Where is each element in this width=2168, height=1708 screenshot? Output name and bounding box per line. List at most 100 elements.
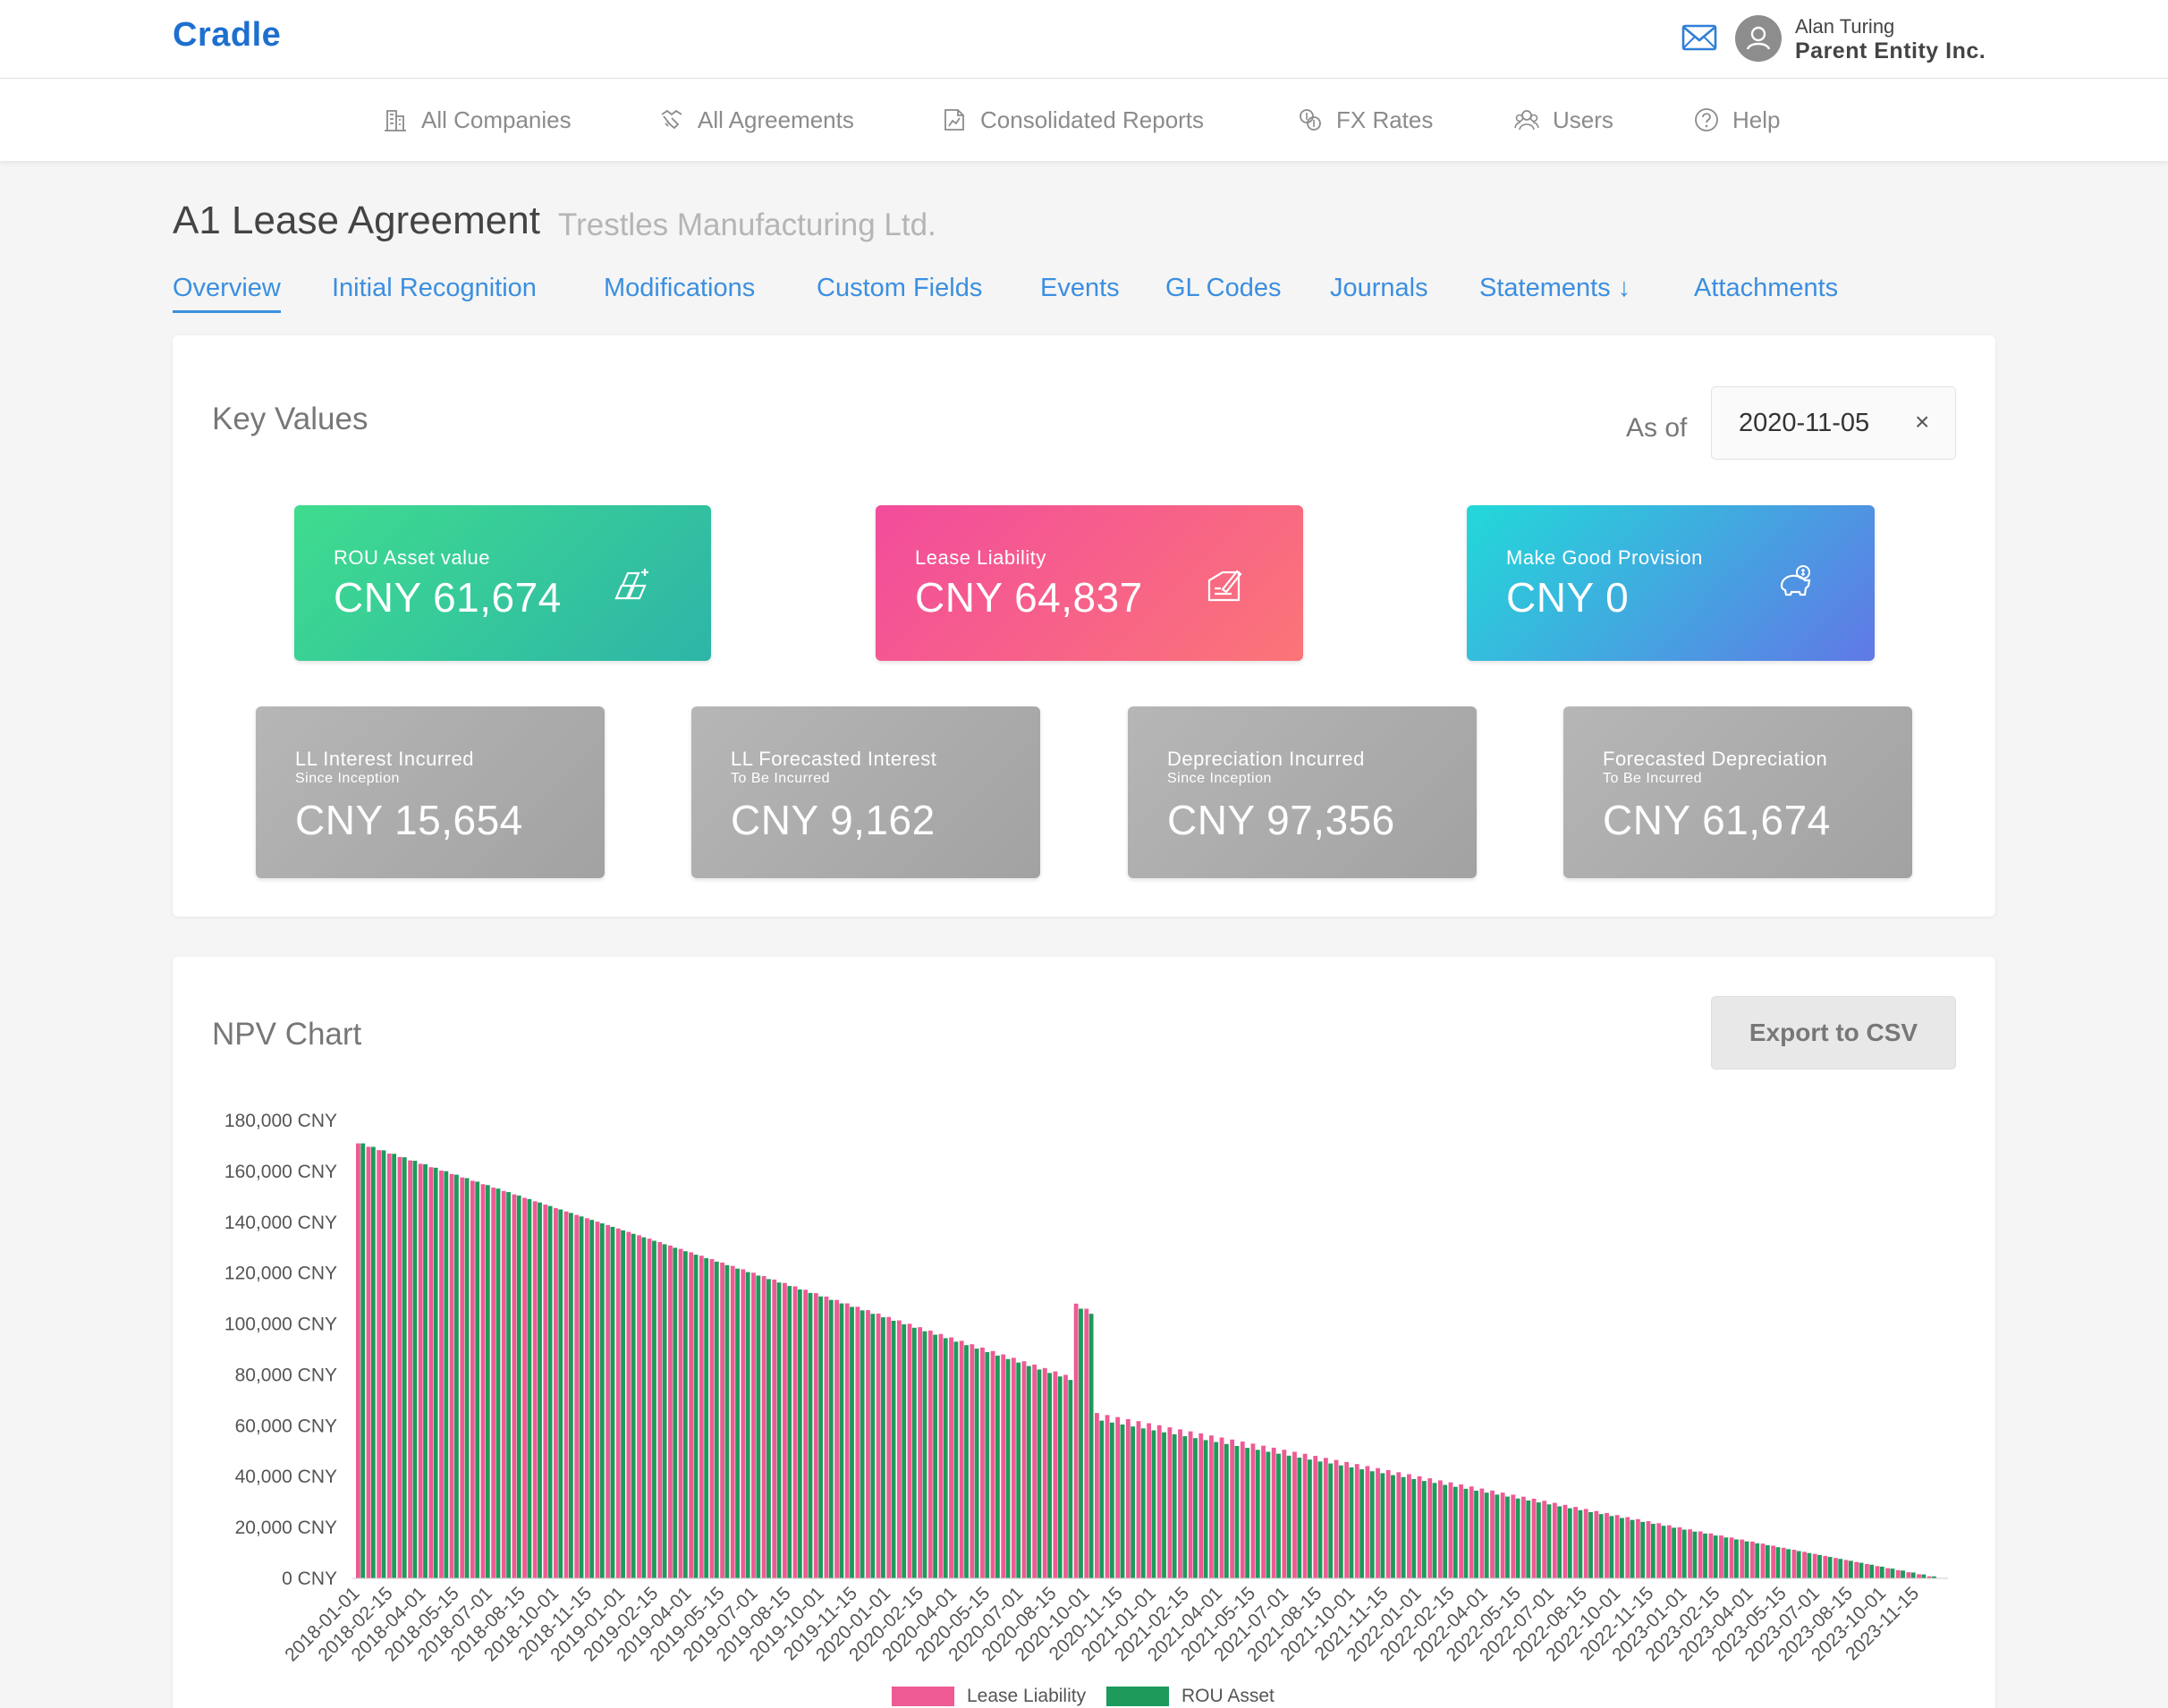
bar-rou-asset	[652, 1240, 656, 1578]
bar-rou-asset	[1452, 1486, 1458, 1578]
tab-events[interactable]: Events	[1040, 274, 1120, 302]
bar-lease-liability	[512, 1194, 517, 1578]
bar-lease-liability	[1781, 1547, 1786, 1578]
kv-value: CNY 64,837	[915, 574, 1143, 621]
bar-lease-liability	[532, 1201, 538, 1578]
bar-lease-liability	[657, 1241, 663, 1578]
nav-help[interactable]: Help	[1693, 104, 1780, 136]
bar-rou-asset	[1661, 1526, 1666, 1578]
bar-rou-asset	[1401, 1476, 1406, 1578]
bar-lease-liability	[918, 1327, 923, 1578]
bar-rou-asset	[1901, 1570, 1905, 1578]
bar-lease-liability	[1479, 1488, 1485, 1578]
kv-sublabel: To Be Incurred	[731, 771, 831, 786]
nav-consolidated-reports[interactable]: Consolidated Reports	[941, 104, 1204, 136]
bar-lease-liability	[1240, 1442, 1245, 1578]
nav-users[interactable]: Users	[1513, 104, 1613, 136]
nav-label: FX Rates	[1336, 106, 1434, 133]
user-avatar[interactable]	[1735, 15, 1782, 62]
tab-overview[interactable]: Overview	[173, 274, 281, 313]
bar-lease-liability	[543, 1205, 548, 1578]
bar-lease-liability	[1105, 1415, 1110, 1578]
bar-rou-asset	[1037, 1369, 1042, 1578]
bar-rou-asset	[506, 1192, 512, 1578]
bar-rou-asset	[1567, 1508, 1572, 1578]
bar-rou-asset	[1131, 1426, 1136, 1578]
y-tick-label: 100,000 CNY	[224, 1315, 337, 1335]
nav-all-companies[interactable]: All Companies	[382, 104, 572, 136]
bar-rou-asset	[1650, 1524, 1656, 1578]
bar-lease-liability	[626, 1231, 631, 1578]
bar-lease-liability	[761, 1276, 766, 1578]
bar-rou-asset	[1817, 1554, 1822, 1578]
bar-rou-asset	[485, 1185, 490, 1578]
bar-rou-asset	[1879, 1566, 1884, 1578]
bar-lease-liability	[1614, 1515, 1620, 1578]
bar-rou-asset	[1463, 1488, 1469, 1578]
bar-rou-asset	[943, 1338, 948, 1578]
as-of-date-value[interactable]: 2020-11-05	[1739, 409, 1870, 437]
bar-rou-asset	[818, 1296, 824, 1578]
bar-lease-liability	[1542, 1501, 1547, 1578]
tab-modifications[interactable]: Modifications	[604, 274, 756, 302]
bar-lease-liability	[1688, 1529, 1692, 1578]
tab-journals[interactable]: Journals	[1330, 274, 1428, 302]
bar-rou-asset	[1026, 1366, 1031, 1578]
bar-rou-asset	[745, 1272, 750, 1578]
bar-lease-liability	[689, 1252, 694, 1578]
bar-rou-asset	[1734, 1539, 1739, 1578]
bar-lease-liability	[1864, 1564, 1869, 1578]
legend-label: Lease Liability	[967, 1686, 1087, 1706]
bar-rou-asset	[1515, 1498, 1520, 1578]
tab-attachments[interactable]: Attachments	[1694, 274, 1839, 302]
bar-rou-asset	[1286, 1455, 1291, 1578]
bar-lease-liability	[563, 1211, 569, 1578]
bar-rou-asset	[402, 1157, 407, 1578]
user-entity[interactable]: Parent Entity Inc.	[1795, 38, 1986, 63]
nav-fx-rates[interactable]: FX Rates	[1297, 104, 1433, 136]
help-icon	[1695, 108, 1718, 131]
tab-custom-fields[interactable]: Custom Fields	[817, 274, 983, 302]
as-of-date-picker[interactable]: 2020-11-05 ×	[1711, 386, 1956, 460]
bar-lease-liability	[886, 1316, 892, 1578]
bar-lease-liability	[554, 1207, 558, 1578]
bar-lease-liability	[1885, 1568, 1891, 1578]
bar-lease-liability	[377, 1150, 382, 1578]
bar-lease-liability	[1749, 1541, 1755, 1578]
bar-lease-liability	[1854, 1561, 1859, 1578]
bar-lease-liability	[730, 1265, 735, 1578]
bar-lease-liability	[876, 1313, 881, 1578]
bar-rou-asset	[569, 1213, 573, 1578]
export-csv-button[interactable]: Export to CSV	[1711, 996, 1956, 1070]
bar-rou-asset	[1713, 1535, 1718, 1578]
bar-rou-asset	[850, 1306, 854, 1578]
clear-date-button[interactable]: ×	[1915, 408, 1930, 435]
bar-lease-liability	[1666, 1525, 1672, 1578]
bar-rou-asset	[1807, 1552, 1812, 1578]
bar-lease-liability	[1427, 1478, 1433, 1578]
app-logo[interactable]: Cradle	[173, 16, 282, 54]
bar-rou-asset	[381, 1150, 386, 1578]
bar-lease-liability	[449, 1173, 454, 1578]
bar-lease-liability	[366, 1146, 371, 1578]
bar-lease-liability	[959, 1340, 964, 1578]
tab-initial-recognition[interactable]: Initial Recognition	[332, 274, 537, 302]
bar-rou-asset	[527, 1198, 532, 1578]
kv-sublabel: Since Inception	[295, 771, 400, 786]
bar-rou-asset	[1630, 1519, 1635, 1578]
bar-rou-asset	[1391, 1475, 1395, 1578]
bar-rou-asset	[1786, 1549, 1791, 1578]
kv-label: Lease Liability	[915, 546, 1046, 569]
bar-rou-asset	[433, 1167, 438, 1578]
bar-rou-asset	[1245, 1448, 1250, 1578]
tab-gl-codes[interactable]: GL Codes	[1165, 274, 1282, 302]
mail-icon[interactable]	[1681, 23, 1717, 52]
bar-lease-liability	[386, 1154, 392, 1578]
bar-lease-liability	[1095, 1413, 1099, 1578]
nav-all-agreements[interactable]: All Agreements	[658, 104, 854, 136]
tab-statements[interactable]: Statements ↓	[1479, 274, 1631, 302]
bar-lease-liability	[1261, 1445, 1266, 1578]
bar-rou-asset	[1328, 1463, 1334, 1578]
bar-rou-asset	[1505, 1496, 1510, 1578]
kv-value: CNY 9,162	[731, 797, 936, 843]
